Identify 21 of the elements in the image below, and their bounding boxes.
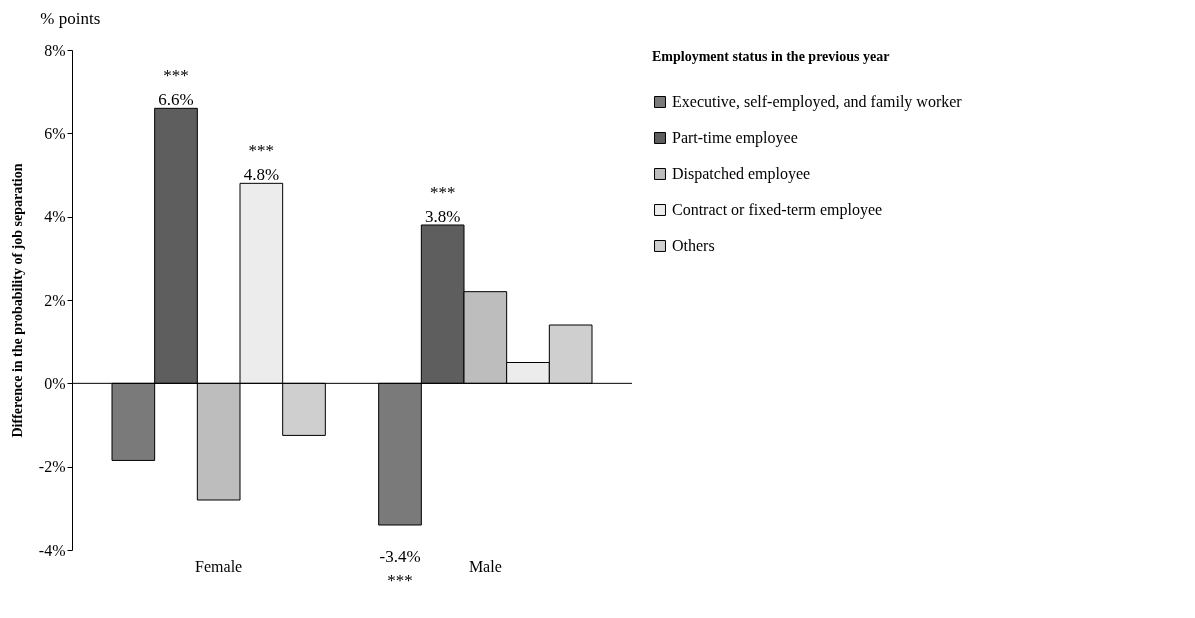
data-label: -3.4% *** <box>379 547 421 590</box>
legend-label: Dispatched employee <box>672 165 811 183</box>
legend-label: Executive, self-employed, and family worker <box>672 93 963 111</box>
data-label: *** 4.8% <box>243 141 280 185</box>
y-tick-label: -4% <box>38 541 66 559</box>
y-tick-label: 6% <box>44 124 66 142</box>
legend-label: Contract or fixed-term employee <box>672 201 883 219</box>
data-label: *** 6.6% <box>158 66 194 110</box>
data-label: *** 3.8% <box>424 183 461 226</box>
x-tick-label: Male <box>468 557 502 575</box>
y-tick-label: 4% <box>44 208 66 226</box>
legend-label: Part-time employee <box>672 129 798 147</box>
legend-title: Employment status in the previous year <box>652 49 890 64</box>
y-tick-label: 2% <box>44 291 66 309</box>
y-tick-label: 8% <box>44 41 66 59</box>
x-tick-label: Female <box>195 557 243 575</box>
text: % points <box>40 9 101 28</box>
legend-label: Others <box>672 237 715 254</box>
y-tick-label: -2% <box>38 458 66 476</box>
y-axis-title: Difference in the probability of job separation <box>9 163 25 438</box>
y-tick-label: 0% <box>44 374 66 392</box>
